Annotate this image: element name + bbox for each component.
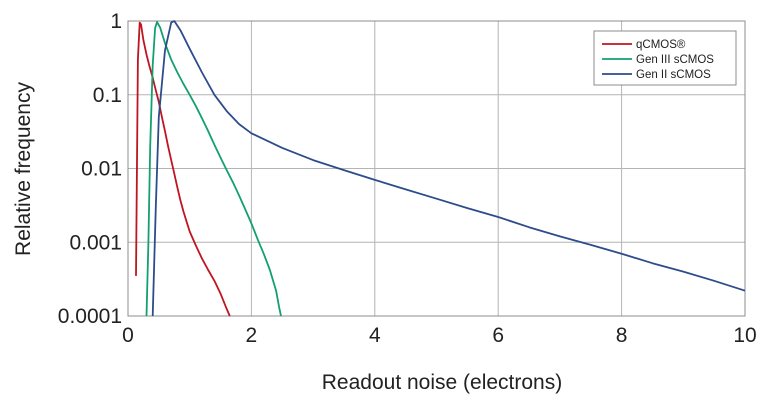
x-axis-ticks: 0 2 4 6 8 10 [122,324,757,347]
y-tick-label: 0.001 [69,231,122,254]
x-tick-label: 4 [369,324,381,347]
series-line [151,20,746,317]
x-tick-label: 6 [492,324,504,347]
series-lines [135,20,746,317]
x-tick-label: 8 [616,324,628,347]
y-axis-ticks: 1 0.1 0.01 0.001 0.0001 [58,10,122,328]
y-tick-label: 0.01 [81,158,122,181]
y-axis-title: Relative frequency [12,82,35,256]
x-tick-label: 10 [733,324,756,347]
y-tick-label: 0.1 [93,84,122,107]
x-tick-label: 0 [122,324,134,347]
series-line [145,21,282,317]
legend-label: Gen II sCMOS [636,69,711,81]
legend-label: Gen III sCMOS [636,54,714,66]
legend: qCMOS® Gen III sCMOS Gen II sCMOS [593,30,737,86]
x-tick-label: 2 [246,324,258,347]
plot-area [127,20,746,317]
y-tick-label: 1 [110,10,122,33]
series-line [135,21,231,317]
legend-box [593,30,737,86]
y-tick-label: 0.0001 [58,305,122,328]
legend-label: qCMOS® [636,39,686,51]
x-axis-title: Readout noise (electrons) [322,371,562,394]
